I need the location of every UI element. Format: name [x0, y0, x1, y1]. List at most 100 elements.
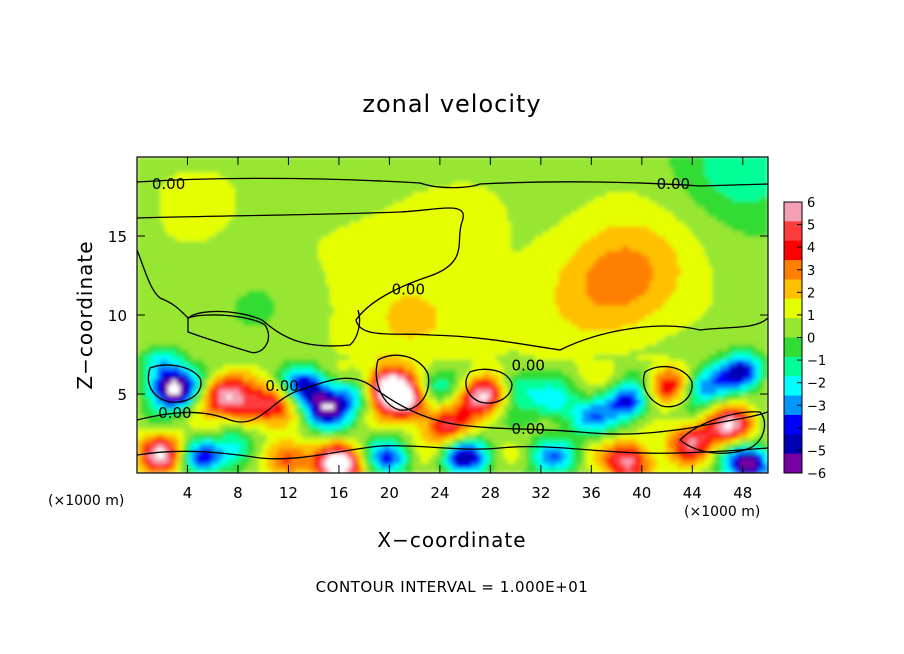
heatmap-cell	[258, 289, 264, 296]
heatmap-cell	[187, 166, 193, 173]
heatmap-cell	[337, 265, 343, 272]
heatmap-cell	[246, 423, 252, 430]
heatmap-cell	[242, 442, 248, 449]
heatmap-cell	[191, 245, 197, 252]
heatmap-cell	[262, 191, 268, 197]
heatmap-cell	[164, 433, 170, 439]
heatmap-cell	[333, 418, 339, 425]
heatmap-cell	[254, 205, 260, 212]
heatmap-cell	[239, 196, 244, 202]
heatmap-cell	[290, 161, 296, 168]
heatmap-cell	[282, 304, 288, 311]
heatmap-cell	[242, 344, 248, 351]
heatmap-cell	[168, 393, 173, 400]
heatmap-cell	[266, 442, 272, 449]
heatmap-cell	[140, 270, 146, 276]
heatmap-cell	[227, 245, 233, 252]
heatmap-cell	[168, 235, 173, 242]
heatmap-cell	[148, 418, 154, 425]
heatmap-cell	[144, 437, 150, 444]
heatmap-cell	[317, 408, 323, 415]
heatmap-cell	[179, 314, 185, 321]
heatmap-cell	[168, 447, 173, 454]
heatmap-cell	[227, 358, 233, 365]
heatmap-cell	[278, 349, 284, 355]
heatmap-cell	[294, 329, 300, 336]
heatmap-cell	[223, 215, 229, 222]
heatmap-cell	[270, 304, 276, 311]
heatmap-cell	[207, 235, 213, 242]
heatmap-cell	[310, 205, 315, 212]
heatmap-cell	[239, 304, 244, 311]
heatmap-cell	[290, 260, 296, 267]
heatmap-cell	[266, 186, 272, 193]
heatmap-cell	[313, 368, 319, 375]
heatmap-cell	[179, 334, 185, 341]
heatmap-cell	[137, 210, 142, 217]
heatmap-cell	[254, 166, 260, 173]
heatmap-cell	[199, 294, 205, 301]
heatmap-cell	[144, 433, 150, 439]
heatmap-cell	[183, 442, 189, 449]
heatmap-cell	[302, 433, 308, 439]
heatmap-cell	[290, 304, 296, 311]
heatmap-cell	[270, 220, 276, 227]
heatmap-cell	[337, 270, 343, 276]
heatmap-cell	[144, 349, 150, 355]
heatmap-cell	[266, 225, 272, 232]
heatmap-cell	[254, 398, 260, 405]
heatmap-cell	[231, 403, 237, 410]
heatmap-cell	[254, 176, 260, 183]
heatmap-cell	[211, 215, 217, 222]
heatmap-cell	[235, 403, 241, 410]
heatmap-cell	[175, 220, 181, 227]
heatmap-cell	[333, 275, 339, 281]
heatmap-cell	[152, 304, 158, 311]
heatmap-cell	[310, 166, 315, 173]
heatmap-cell	[337, 299, 343, 306]
heatmap-cell	[195, 157, 201, 163]
heatmap-cell	[270, 452, 276, 459]
heatmap-cell	[223, 413, 229, 420]
heatmap-cell	[258, 230, 264, 237]
heatmap-cell	[199, 437, 205, 444]
heatmap-cell	[207, 225, 213, 232]
heatmap-cell	[258, 294, 264, 301]
heatmap-cell	[179, 344, 185, 351]
heatmap-cell	[270, 205, 276, 212]
heatmap-cell	[160, 220, 166, 227]
heatmap-cell	[207, 171, 213, 178]
heatmap-cell	[250, 265, 256, 272]
heatmap-cell	[156, 349, 162, 355]
heatmap-cell	[254, 383, 260, 390]
heatmap-cell	[282, 255, 288, 262]
heatmap-cell	[219, 161, 225, 168]
heatmap-cell	[250, 275, 256, 281]
heatmap-cell	[179, 418, 185, 425]
heatmap-cell	[156, 279, 162, 286]
heatmap-cell	[239, 284, 244, 291]
heatmap-cell	[168, 358, 173, 365]
heatmap-cell	[325, 275, 331, 281]
heatmap-cell	[156, 462, 162, 469]
heatmap-cell	[219, 358, 225, 365]
heatmap-cell	[239, 428, 244, 434]
heatmap-cell	[286, 393, 292, 400]
heatmap-cell	[137, 245, 142, 252]
heatmap-cell	[137, 437, 142, 444]
heatmap-cell	[321, 260, 327, 267]
heatmap-cell	[329, 423, 335, 430]
heatmap-cell	[325, 270, 331, 276]
heatmap-cell	[270, 334, 276, 341]
heatmap-cell	[242, 275, 248, 281]
heatmap-cell	[278, 433, 284, 439]
heatmap-cell	[294, 378, 300, 385]
heatmap-cell	[175, 260, 181, 267]
heatmap-cell	[313, 230, 319, 237]
heatmap-cell	[144, 171, 150, 178]
heatmap-cell	[191, 447, 197, 454]
heatmap-cell	[290, 270, 296, 276]
heatmap-cell	[254, 413, 260, 420]
heatmap-cell	[321, 388, 327, 395]
heatmap-cell	[231, 181, 237, 188]
